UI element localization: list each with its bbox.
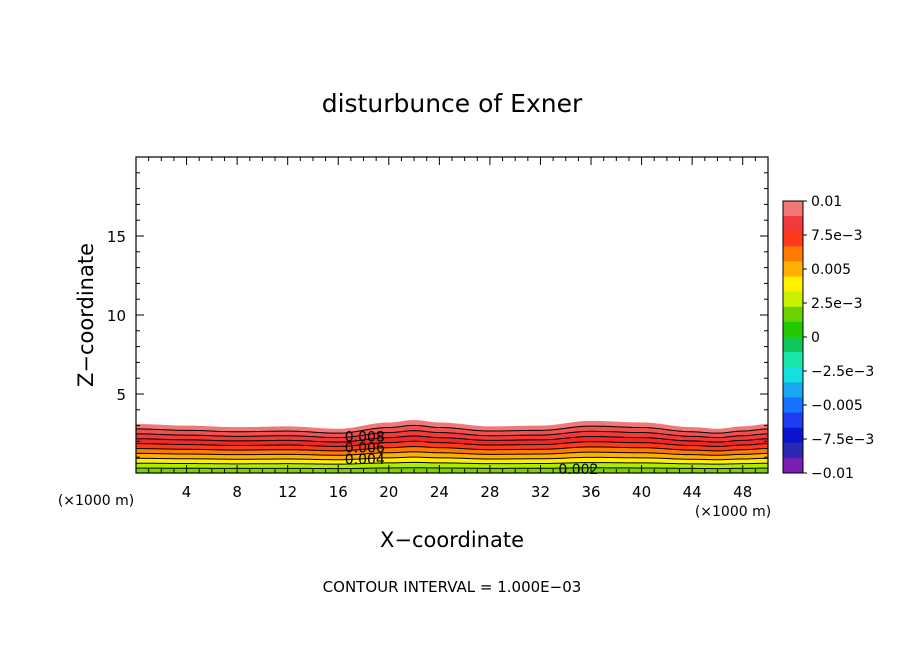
colorbar-swatch [783,397,803,414]
colorbar-swatch [783,457,803,474]
x-axis-label: X−coordinate [380,528,524,552]
colorbar-tick-label: 7.5e−3 [811,228,863,244]
contour-line [136,467,769,470]
contour-line [135,440,769,447]
x-tick-label: 32 [531,483,550,501]
contour-label: 0.008 [345,430,385,446]
colorbar-swatch [783,276,803,293]
colorbar: 0.01 7.5e−3 0.005 2.5e−3 0 −2.5e−3 −0.005 −7.5e… [782,194,874,482]
colorbar-swatch [783,291,803,308]
x-tick-label: 12 [278,483,297,501]
colorbar-swatch [783,442,803,459]
colorbar-swatch [783,352,803,368]
colorbar-tick-label: 2.5e−3 [811,296,863,312]
colorbar-swatch [783,201,803,217]
x-tick-label: 28 [480,483,499,501]
chart-title: disturbunce of Exner [322,89,583,118]
colorbar-swatch [783,261,803,278]
contour-label: 0.004 [345,452,385,468]
x-tick-label: 36 [581,483,600,501]
x-tick-label: 4 [182,483,192,501]
colorbar-swatch [783,216,803,232]
x-axis: 4 8 12 16 20 24 28 32 36 40 44 48 [148,157,756,501]
colorbar-tick-label: −0.01 [811,466,854,482]
contour-line [135,424,769,434]
contour-line [135,435,769,443]
x-tick-label: 40 [632,483,651,501]
colorbar-swatch [783,412,803,429]
x-tick-label: 8 [232,483,242,501]
colorbar-swatch [783,321,803,338]
y-axis: 5 10 15 [107,172,768,458]
x-tick-label: 24 [430,483,449,501]
y-tick-label: 10 [107,307,126,325]
contour-interval-note: CONTOUR INTERVAL = 1.000E−03 [323,578,582,596]
y-tick-label: 15 [107,228,126,246]
contour-line [135,430,769,439]
colorbar-swatch [783,306,803,323]
colorbar-tick-label: −0.005 [811,398,863,414]
colorbar-tick-label: −7.5e−3 [811,432,874,448]
colorbar-tick-label: 0.005 [811,262,851,278]
colorbar-swatch [783,337,803,353]
colorbar-swatch [783,231,803,247]
x-tick-label: 44 [683,483,702,501]
x-tick-label: 20 [379,483,398,501]
y-axis-label: Z−coordinate [74,243,98,387]
contour-line [136,456,769,461]
x-unit-label-left: (×1000 m) [58,493,134,509]
colorbar-tick-label: 0.01 [811,194,842,210]
y-tick-label: 5 [116,386,126,404]
x-tick-label: 16 [329,483,348,501]
colorbar-swatch [783,367,803,383]
colorbar-swatch [783,427,803,444]
x-unit-label-right: (×1000 m) [695,504,771,520]
contour-line [135,446,769,452]
colorbar-tick-label: −2.5e−3 [811,364,874,380]
contour-line [135,461,769,465]
colorbar-tick-label: 0 [811,330,820,346]
colorbar-swatch [783,246,803,262]
x-tick-label: 48 [733,483,752,501]
contour-line [136,451,769,456]
contour-label: 0.006 [345,441,385,457]
colorbar-swatch [783,382,803,398]
